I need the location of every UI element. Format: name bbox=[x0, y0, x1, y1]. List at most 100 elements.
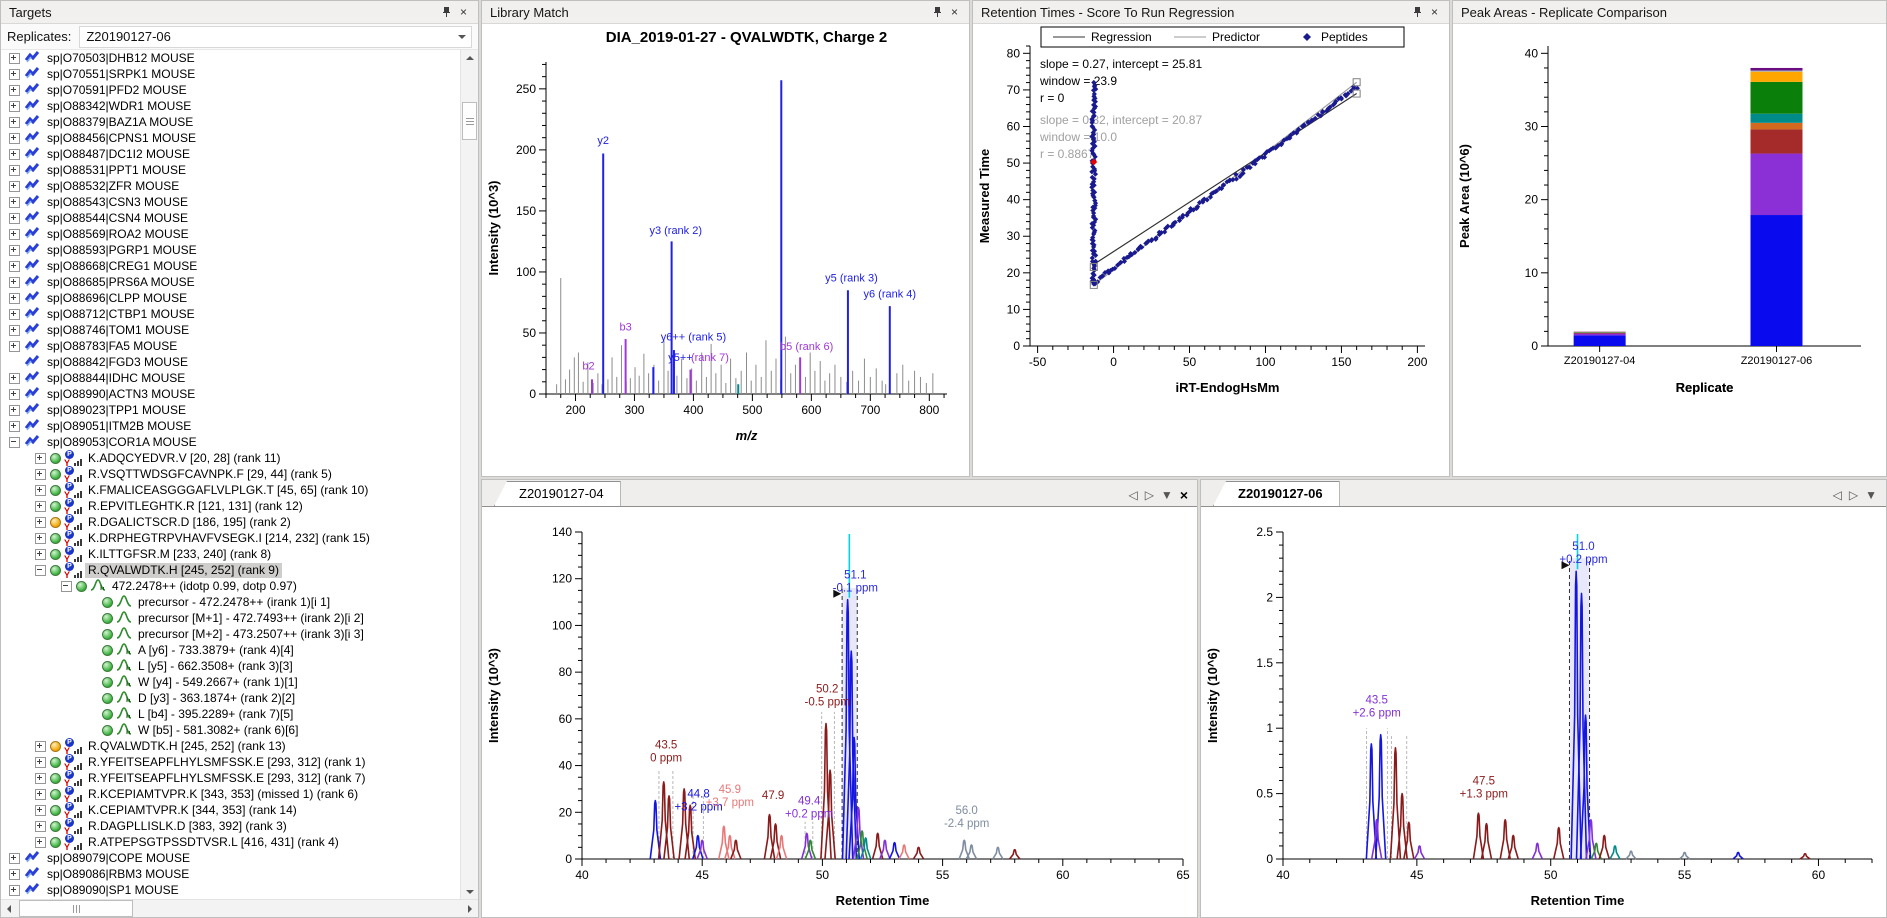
tree-item[interactable]: sp|O89086|RBM3 MOUSE bbox=[1, 866, 461, 882]
tree-item[interactable]: precursor [M+2] - 473.2507++ (irank 3)[i… bbox=[1, 626, 461, 642]
collapse-icon[interactable] bbox=[9, 436, 20, 448]
scroll-left-icon[interactable] bbox=[1, 900, 17, 917]
tab-prev-icon[interactable]: ◁ bbox=[1832, 488, 1842, 502]
tree-item[interactable]: sp|O88593|PGRP1 MOUSE bbox=[1, 242, 461, 258]
tree-item[interactable]: precursor [M+1] - 472.7493++ (irank 2)[i… bbox=[1, 610, 461, 626]
tree-item[interactable]: L [y5] - 662.3508+ (rank 3)[3] bbox=[1, 658, 461, 674]
tree-item[interactable]: sp|O88696|CLPP MOUSE bbox=[1, 290, 461, 306]
tree-item[interactable]: sp|O88342|WDR1 MOUSE bbox=[1, 98, 461, 114]
expand-icon[interactable] bbox=[9, 212, 20, 224]
tree-item[interactable]: P Y R.QVALWDTK.H [245, 252] (rank 13) bbox=[1, 737, 461, 755]
close-icon[interactable]: × bbox=[459, 5, 467, 19]
expand-icon[interactable] bbox=[9, 372, 20, 384]
tree-item[interactable]: sp|O70591|PFD2 MOUSE bbox=[1, 82, 461, 98]
tab-next-icon[interactable]: ▷ bbox=[1144, 488, 1154, 502]
tree-item[interactable]: sp|O88543|CSN3 MOUSE bbox=[1, 194, 461, 210]
tree-item[interactable]: P Y K.DRPHEGTRPVHAVFVSEGK.I [214, 232] (ra… bbox=[1, 529, 461, 547]
peak-areas-chart[interactable]: 0 10 20 30 40 Replicate Peak Area (10^6) Z20190… bbox=[1453, 24, 1886, 476]
close-icon[interactable]: × bbox=[1430, 5, 1438, 19]
expand-icon[interactable] bbox=[35, 836, 46, 848]
expand-icon[interactable] bbox=[35, 788, 46, 800]
expand-icon[interactable] bbox=[9, 84, 20, 96]
tree-vertical-scrollbar[interactable] bbox=[460, 50, 478, 900]
expand-icon[interactable] bbox=[9, 68, 20, 80]
expand-icon[interactable] bbox=[35, 804, 46, 816]
tree-item[interactable]: P Y K.FMALICEASGGGAFLVLPLGK.T [45, 65] (ra… bbox=[1, 481, 461, 499]
tab-replicate-06[interactable]: Z20190127-06 bbox=[1213, 481, 1340, 506]
expand-icon[interactable] bbox=[9, 404, 20, 416]
tree-item[interactable]: sp|O88668|CREG1 MOUSE bbox=[1, 258, 461, 274]
tree-item[interactable]: P Y R.VSQTTWDSGFCAVNPK.F [29, 44] (rank 5) bbox=[1, 465, 461, 483]
expand-icon[interactable] bbox=[9, 52, 20, 64]
vertical-scroll-thumb[interactable] bbox=[462, 102, 477, 140]
tree-item[interactable]: sp|O88544|CSN4 MOUSE bbox=[1, 210, 461, 226]
expand-icon[interactable] bbox=[9, 852, 20, 864]
expand-icon[interactable] bbox=[9, 420, 20, 432]
tree-item[interactable]: sp|O89079|COPE MOUSE bbox=[1, 850, 461, 866]
tree-item[interactable]: A [y6] - 733.3879+ (rank 4)[4] bbox=[1, 642, 461, 658]
expand-icon[interactable] bbox=[9, 388, 20, 400]
chevron-down-icon[interactable] bbox=[454, 29, 469, 45]
pin-icon[interactable] bbox=[438, 4, 455, 21]
tree-item[interactable]: sp|O88685|PRS6A MOUSE bbox=[1, 274, 461, 290]
scroll-up-icon[interactable] bbox=[461, 50, 478, 66]
tab-replicate-04[interactable]: Z20190127-04 bbox=[494, 481, 621, 506]
tree-item[interactable]: P Y R.YFEITSEAPFLHYLSMFSSK.E [293, 312] (r… bbox=[1, 753, 461, 771]
replicates-combobox[interactable]: Z20190127-06 bbox=[79, 25, 472, 48]
expand-icon[interactable] bbox=[9, 884, 20, 896]
expand-icon[interactable] bbox=[35, 516, 46, 528]
chromatogram-04-chart[interactable]: 0 20 40 60 80 100 120 140 40 45 50 55 60 65 Retention … bbox=[482, 507, 1197, 917]
tab-menu-icon[interactable]: ▼ bbox=[1160, 488, 1173, 502]
tree-item[interactable]: 472.2478++ (idotp 0.99, dotp 0.97) bbox=[1, 578, 461, 594]
tab-menu-icon[interactable]: ▼ bbox=[1865, 488, 1877, 502]
chromatogram-06-chart[interactable]: 0 0.5 1 1.5 2 2.5 40 45 50 55 60 Retention Time Inte… bbox=[1201, 507, 1886, 917]
tree-item[interactable]: sp|O88379|BAZ1A MOUSE bbox=[1, 114, 461, 130]
tree-item[interactable]: L [b4] - 395.2289+ (rank 7)[5] bbox=[1, 706, 461, 722]
tab-close-icon[interactable]: × bbox=[1179, 487, 1188, 503]
expand-icon[interactable] bbox=[9, 132, 20, 144]
expand-icon[interactable] bbox=[35, 772, 46, 784]
expand-icon[interactable] bbox=[9, 340, 20, 352]
scroll-right-icon[interactable] bbox=[462, 900, 478, 917]
tree-item[interactable]: P Y R.YFEITSEAPFLHYLSMFSSK.E [293, 312] (r… bbox=[1, 769, 461, 787]
pin-icon[interactable] bbox=[1409, 4, 1426, 21]
rt-regression-chart[interactable]: 0 10 20 30 40 50 60 70 80 -50 0 50 100 150 200 iRT-Endo… bbox=[973, 24, 1449, 476]
expand-icon[interactable] bbox=[35, 532, 46, 544]
tree-item[interactable]: sp|O88844|IDHC MOUSE bbox=[1, 370, 461, 386]
tree-item[interactable]: P Y R.DAGPLLISLK.D [383, 392] (rank 3) bbox=[1, 817, 461, 835]
tree-item[interactable]: sp|O70503|DHB12 MOUSE bbox=[1, 50, 461, 66]
expand-icon[interactable] bbox=[35, 452, 46, 464]
tree-item[interactable]: sp|O88842|FGD3 MOUSE bbox=[1, 354, 461, 370]
tree-item[interactable]: P Y K.CEPIAMTVPR.K [344, 353] (rank 14) bbox=[1, 801, 461, 819]
expand-icon[interactable] bbox=[35, 468, 46, 480]
expand-icon[interactable] bbox=[9, 324, 20, 336]
tree-item[interactable]: sp|O88456|CPNS1 MOUSE bbox=[1, 130, 461, 146]
expand-icon[interactable] bbox=[9, 308, 20, 320]
expand-icon[interactable] bbox=[9, 100, 20, 112]
tab-prev-icon[interactable]: ◁ bbox=[1128, 488, 1138, 502]
tree-item[interactable]: sp|O89051|ITM2B MOUSE bbox=[1, 418, 461, 434]
tree-horizontal-scrollbar[interactable] bbox=[1, 899, 478, 917]
tree-item[interactable]: precursor - 472.2478++ (irank 1)[i 1] bbox=[1, 594, 461, 610]
expand-icon[interactable] bbox=[35, 820, 46, 832]
tree-item[interactable]: P Y K.ILTTGFSR.M [233, 240] (rank 8) bbox=[1, 545, 461, 563]
tree-item[interactable]: sp|O88746|TOM1 MOUSE bbox=[1, 322, 461, 338]
tree-item[interactable]: W [b5] - 581.3082+ (rank 6)[6] bbox=[1, 722, 461, 738]
collapse-icon[interactable] bbox=[35, 564, 46, 576]
expand-icon[interactable] bbox=[35, 500, 46, 512]
expand-icon[interactable] bbox=[35, 756, 46, 768]
expand-icon[interactable] bbox=[9, 148, 20, 160]
tree-item[interactable]: W [y4] - 549.2667+ (rank 1)[1] bbox=[1, 674, 461, 690]
expand-icon[interactable] bbox=[9, 276, 20, 288]
pin-icon[interactable] bbox=[929, 4, 946, 21]
collapse-icon[interactable] bbox=[61, 580, 72, 592]
scroll-down-icon[interactable] bbox=[461, 884, 478, 900]
tree-item[interactable]: sp|O88487|DC1I2 MOUSE bbox=[1, 146, 461, 162]
tree-item[interactable]: sp|O88532|ZFR MOUSE bbox=[1, 178, 461, 194]
tree-item[interactable]: P Y R.KCEPIAMTVPR.K [343, 353] (missed 1) … bbox=[1, 785, 461, 803]
tree-item[interactable]: sp|O88783|FA5 MOUSE bbox=[1, 338, 461, 354]
tree-item[interactable]: sp|O89023|TPP1 MOUSE bbox=[1, 402, 461, 418]
tree-item[interactable]: sp|O88712|CTBP1 MOUSE bbox=[1, 306, 461, 322]
expand-icon[interactable] bbox=[9, 116, 20, 128]
expand-icon[interactable] bbox=[9, 868, 20, 880]
